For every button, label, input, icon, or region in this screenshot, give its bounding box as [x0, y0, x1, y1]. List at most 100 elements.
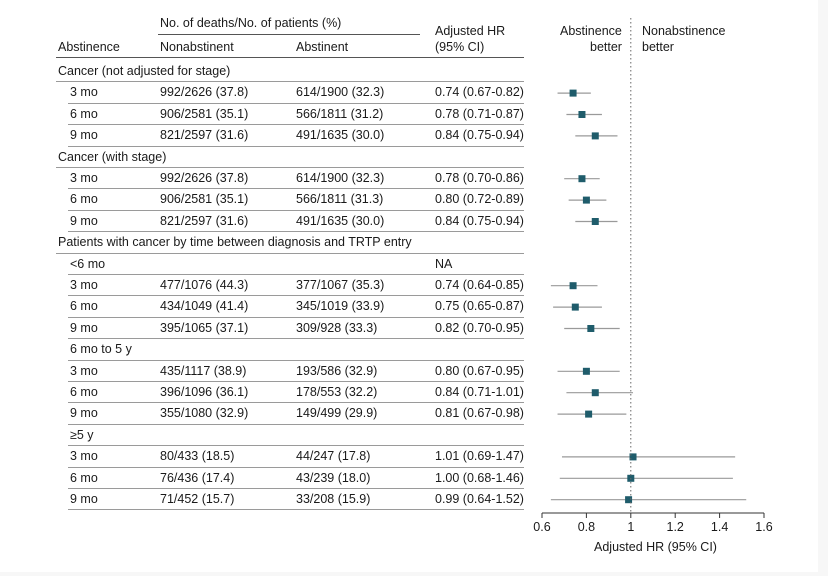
nonabstinent-value: 906/2581 (35.1) — [160, 106, 249, 121]
row-divider — [68, 316, 524, 318]
col-header-hr-line2: (95% CI) — [435, 40, 485, 54]
nonabstinent-value: 821/2597 (31.6) — [160, 128, 249, 143]
subsection-label: ≥5 y — [70, 427, 94, 442]
abstinent-value: 614/1900 (32.3) — [296, 85, 385, 100]
abstinent-value: 566/1811 (31.2) — [296, 106, 384, 121]
abstinent-value: 44/247 (17.8) — [296, 449, 371, 464]
nonabstinent-value: 821/2597 (31.6) — [160, 213, 249, 228]
row-divider — [68, 509, 524, 511]
nonabstinent-value: 396/1096 (36.1) — [160, 385, 249, 399]
row-label: 6 mo — [70, 192, 98, 207]
row-divider — [56, 81, 524, 83]
abstinent-value: 309/928 (33.3) — [296, 320, 378, 335]
x-tick-label: 1.4 — [711, 520, 728, 534]
col-header-abstinent: Abstinent — [296, 40, 349, 54]
nonabstinent-value: 906/2581 (35.1) — [160, 192, 249, 207]
hr-value: 1.00 (0.68-1.46) — [435, 470, 524, 485]
row-divider — [68, 466, 524, 468]
subsection-label: <6 mo — [70, 256, 106, 271]
section-label: Cancer (not adjusted for stage) — [58, 64, 231, 78]
nonabstinent-value: 80/433 (18.5) — [160, 449, 235, 464]
col-header-abstinence: Abstinence — [58, 40, 120, 54]
nonabstinent-value: 435/1117 (38.9) — [160, 363, 247, 378]
abstinent-value: 491/1635 (30.0) — [296, 213, 385, 228]
row-divider — [68, 274, 524, 275]
row-divider — [68, 338, 524, 340]
hr-marker — [578, 111, 586, 118]
hr-marker — [591, 389, 599, 397]
hr-value: 0.84 (0.75-0.94) — [435, 213, 524, 228]
favor-right-line2: better — [642, 40, 674, 54]
abstinent-value: 566/1811 (31.3) — [296, 192, 384, 207]
hr-marker — [585, 410, 593, 418]
hr-value: 0.84 (0.71-1.01) — [435, 385, 524, 399]
row-divider — [68, 295, 524, 297]
x-tick-label: 0.8 — [578, 520, 595, 534]
row-label: 6 mo — [70, 385, 98, 399]
row-label: 3 mo — [70, 449, 98, 464]
hr-value: 0.74 (0.64-0.85) — [435, 278, 524, 292]
hr-value: 0.78 (0.70-0.86) — [435, 171, 524, 185]
hr-marker — [591, 132, 599, 140]
hr-marker — [625, 496, 633, 504]
row-label: 9 mo — [70, 213, 98, 228]
x-tick-label: 1 — [627, 520, 634, 534]
row-divider — [56, 167, 524, 168]
x-tick-label: 1.6 — [755, 520, 772, 534]
row-label: 3 mo — [70, 85, 98, 100]
abstinent-value: 149/499 (29.9) — [296, 406, 378, 421]
row-label: 6 mo — [70, 299, 98, 314]
abstinent-value: 345/1019 (33.9) — [296, 299, 385, 314]
x-tick-label: 0.6 — [533, 520, 550, 534]
row-label: 9 mo — [70, 406, 98, 421]
x-tick-label: 1.2 — [667, 520, 684, 534]
hr-marker — [578, 175, 586, 183]
group-title-underline — [158, 34, 420, 35]
abstinent-value: 33/208 (15.9) — [296, 492, 371, 506]
favor-left-line1: Abstinence — [560, 24, 622, 38]
row-label: 9 mo — [70, 492, 98, 506]
nonabstinent-value: 477/1076 (44.3) — [160, 278, 249, 292]
hr-value: 0.75 (0.65-0.87) — [435, 299, 524, 314]
abstinent-value: 43/239 (18.0) — [296, 470, 371, 485]
favor-left-line2: better — [590, 40, 622, 54]
hr-marker — [582, 367, 590, 375]
row-divider — [68, 423, 524, 425]
nonabstinent-value: 71/452 (15.7) — [160, 492, 235, 506]
hr-marker — [569, 89, 577, 97]
row-label: 3 mo — [70, 171, 98, 185]
abstinent-value: 193/586 (32.9) — [296, 363, 378, 378]
row-divider — [68, 488, 524, 489]
hr-value: 0.99 (0.64-1.52) — [435, 492, 524, 506]
hr-marker — [591, 218, 599, 225]
section-label: Patients with cancer by time between dia… — [58, 235, 412, 250]
row-label: 9 mo — [70, 320, 98, 335]
section-label: Cancer (with stage) — [58, 149, 167, 164]
hr-value: NA — [435, 256, 453, 271]
row-divider — [68, 231, 524, 233]
row-divider — [68, 402, 524, 404]
nonabstinent-value: 76/436 (17.4) — [160, 470, 235, 485]
hr-marker — [582, 196, 590, 204]
subsection-label: 6 mo to 5 y — [70, 342, 132, 357]
row-label: 6 mo — [70, 470, 98, 485]
hr-value: 0.81 (0.67-0.98) — [435, 406, 524, 421]
favor-right-line1: Nonabstinence — [642, 24, 726, 38]
row-divider — [68, 124, 524, 126]
hr-value: 0.82 (0.70-0.95) — [435, 320, 524, 335]
nonabstinent-value: 992/2626 (37.8) — [160, 171, 249, 185]
row-divider — [68, 445, 524, 447]
row-divider — [68, 145, 524, 147]
header-divider — [56, 57, 524, 58]
row-divider — [68, 359, 524, 361]
hr-value: 0.80 (0.67-0.95) — [435, 363, 524, 378]
group-title: No. of deaths/No. of patients (%) — [160, 16, 342, 30]
hr-marker — [571, 303, 579, 311]
hr-marker — [587, 325, 595, 332]
row-label: 6 mo — [70, 106, 98, 121]
x-axis-label: Adjusted HR (95% CI) — [594, 540, 717, 554]
row-label: 3 mo — [70, 363, 98, 378]
abstinent-value: 178/553 (32.2) — [296, 385, 378, 399]
hr-value: 0.78 (0.71-0.87) — [435, 106, 524, 121]
